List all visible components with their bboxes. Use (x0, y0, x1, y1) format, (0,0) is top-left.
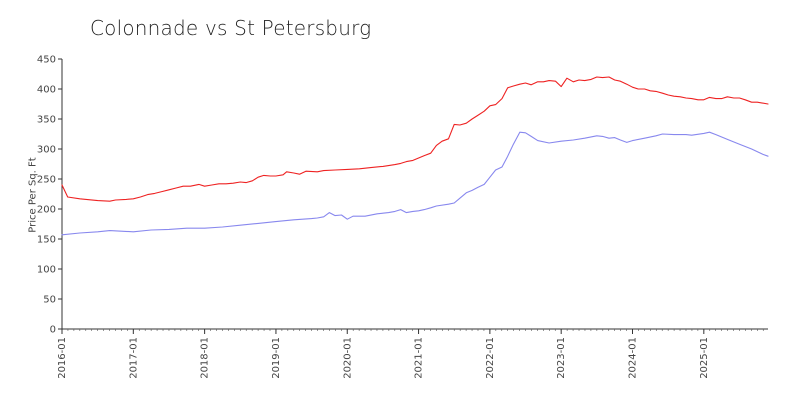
x-tick-label: 2025-01 (699, 337, 710, 379)
x-tick-label: 2018-01 (200, 337, 211, 379)
x-tick-label: 2017-01 (128, 337, 139, 379)
x-tick-label: 2020-01 (342, 337, 353, 379)
x-tick-label: 2019-01 (271, 337, 282, 379)
y-tick-label: 350 (37, 115, 56, 126)
series-layer (61, 76, 769, 236)
chart-title: Colonnade vs St Petersburg (90, 16, 372, 40)
y-tick-label: 100 (37, 265, 56, 276)
x-tick-label: 2022-01 (485, 337, 496, 379)
y-tick-label: 300 (37, 145, 56, 156)
y-tick-label: 450 (37, 55, 56, 66)
y-tick-label: 250 (37, 175, 56, 186)
x-tick-label: 2016-01 (57, 337, 68, 379)
series-line-2 (61, 131, 769, 236)
y-axis-label: Price Per Sq. Ft (27, 157, 39, 233)
x-tick-label: 2024-01 (628, 337, 639, 379)
y-tick-label: 200 (37, 205, 56, 216)
y-tick-label: 0 (50, 325, 56, 336)
series-line-1 (61, 76, 769, 202)
x-tick-label: 2023-01 (556, 337, 567, 379)
y-tick-label: 400 (37, 85, 56, 96)
y-tick-label: 50 (43, 295, 56, 306)
y-tick-label: 150 (37, 235, 56, 246)
x-tick-label: 2021-01 (414, 337, 425, 379)
axes: 0 50 100 150 200 250 300 350 400 450 2016-01 2017-0… (37, 55, 768, 379)
